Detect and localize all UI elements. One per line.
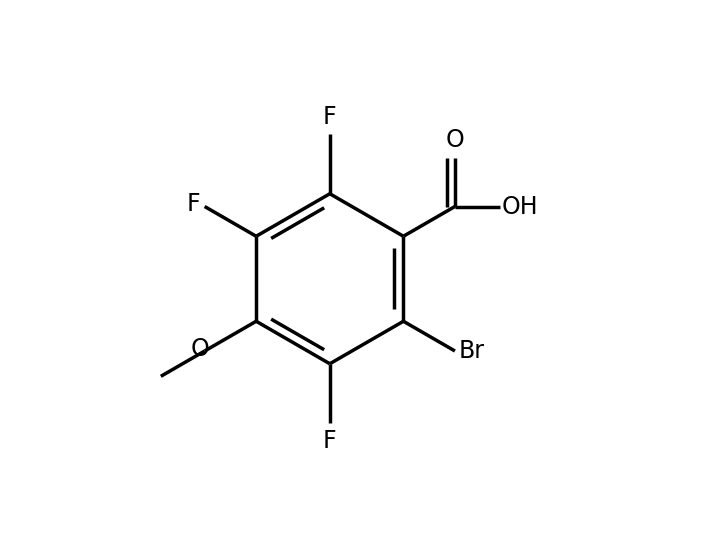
Text: F: F	[187, 193, 201, 216]
Text: OH: OH	[502, 194, 538, 219]
Text: F: F	[323, 105, 336, 129]
Text: O: O	[190, 337, 209, 361]
Text: Br: Br	[458, 339, 484, 363]
Text: O: O	[446, 128, 464, 152]
Text: F: F	[323, 429, 336, 453]
